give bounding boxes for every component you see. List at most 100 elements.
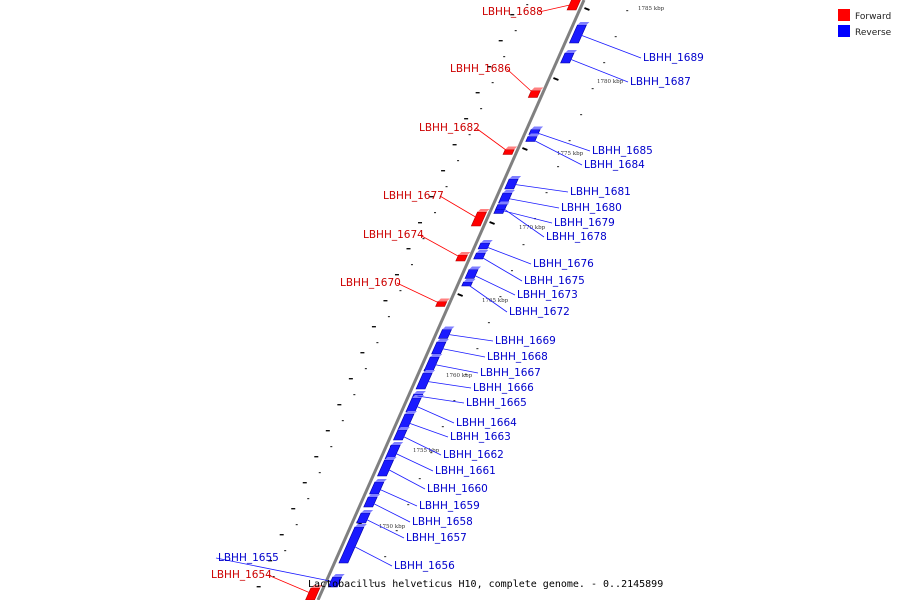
gene-leader-line [501, 206, 545, 238]
axis-dot [383, 300, 388, 302]
gene-lbhh-1675 [473, 250, 489, 260]
gene-leader-line [538, 3, 575, 13]
axis-dot [503, 56, 506, 58]
axis-dot [314, 456, 319, 458]
gene-feature-bevel [476, 250, 489, 253]
axis-dot [410, 264, 413, 266]
gene-leader-line [215, 557, 336, 583]
axis-dot [545, 192, 548, 194]
genome-axis [316, 0, 586, 600]
gene-leader-line [267, 574, 313, 595]
gene-feature-bevel [332, 574, 345, 577]
axis-dot [325, 430, 330, 432]
gene-feature [477, 242, 491, 250]
gene-leader-line [351, 544, 393, 567]
gene-lbhh-1684 [525, 133, 540, 142]
gene-feature [461, 281, 473, 287]
gene-label: LBHH_1666 [473, 382, 534, 394]
gene-feature-bevel [374, 479, 387, 482]
axis-dot [376, 342, 379, 344]
gene-feature-bevel [442, 326, 455, 330]
axis-dot [434, 212, 437, 214]
gene-leader-line [439, 195, 480, 220]
gene-leader-line [534, 131, 591, 152]
gene-feature-bevel [531, 87, 544, 91]
axis-dot [475, 92, 480, 94]
gene-feature-bevel [577, 22, 590, 25]
axis-dot [491, 82, 494, 84]
gene-feature [363, 496, 378, 508]
gene-feature [566, 0, 581, 11]
axis-dot [430, 452, 433, 454]
axis-dot [453, 400, 456, 402]
gene-label: LBHH_1660 [427, 483, 488, 495]
gene-label: LBHH_1685 [592, 145, 653, 157]
axis-dot [353, 394, 356, 396]
gene-label: LBHH_1659 [419, 500, 480, 512]
gene-leader-line [577, 33, 642, 59]
scale-tick [553, 77, 559, 81]
gene-feature [527, 90, 541, 98]
gene-leader-line [419, 234, 462, 259]
axis-dot [372, 582, 375, 584]
axis-dot [360, 352, 365, 354]
scale-tick-label: 1785 kbp [638, 6, 665, 12]
gene-feature-bevel [480, 240, 493, 243]
axis-dot [591, 88, 594, 90]
gene-lbhh-1673 [464, 266, 482, 279]
axis-dot [487, 66, 492, 68]
gene-leader-line [505, 197, 560, 209]
gene-lbhh-1670 [435, 298, 450, 307]
gene-leader-line [567, 57, 629, 83]
scale-tick [457, 293, 464, 297]
gene-feature-bevel [497, 201, 510, 205]
axis-dot [268, 560, 273, 562]
gene-feature-bevel [361, 510, 374, 513]
gene-leader-line [506, 68, 535, 95]
scale-tick [584, 7, 590, 11]
gene-lbhh-1662 [392, 427, 410, 441]
gene-leader-line [363, 517, 405, 539]
axis-dot [318, 472, 321, 474]
scale-tick-label: 1760 kbp [446, 373, 473, 379]
gene-label: LBHH_1677 [383, 190, 444, 202]
axis-dots [256, 4, 629, 588]
gene-label: LBHH_1679 [554, 217, 615, 229]
scale-tick-label: 1755 kbp [413, 448, 440, 454]
legend-reverse-label: Reverse [855, 28, 892, 38]
gene-feature-bevel [437, 298, 450, 302]
axis-dot [284, 550, 287, 552]
gene-lbhh-1660 [377, 457, 397, 477]
gene-lbhh-1676 [477, 240, 493, 250]
axis-dot [464, 374, 467, 376]
gene-leader-line [511, 183, 569, 193]
gene-lbhh-1686 [527, 87, 544, 98]
gene-label: LBHH_1656 [394, 560, 455, 572]
gene-lbhh-1657 [356, 510, 374, 524]
axis-ticks: 1785 kbp 1780 kbp 1775 kbp 1770 kbp 1765 kbp… [356, 6, 665, 530]
gene-label: LBHH_1670 [340, 277, 401, 289]
axis-dot [384, 556, 387, 558]
axis-dot [452, 144, 457, 146]
gene-feature-bevel [502, 190, 515, 193]
gene-label: LBHH_1672 [509, 306, 570, 318]
gene-label: LBHH_1675 [524, 275, 585, 287]
gene-lbhh-1672 [461, 279, 476, 287]
axis-dot [445, 186, 448, 188]
gene-label: LBHH_1662 [443, 449, 504, 461]
axis-dot [526, 4, 529, 6]
axis-dot [394, 274, 399, 276]
gene-leader-line [385, 467, 426, 490]
axis-dot [256, 586, 261, 588]
gene-leader-line [531, 138, 583, 166]
axis-dot [418, 478, 421, 480]
axis-dot [330, 446, 333, 448]
axis-dot [272, 576, 275, 578]
gene-leader-line [431, 363, 479, 374]
axis-dot [557, 166, 560, 168]
gene-labels: LBHH_1688 LBHH_1689 LBHH_1687 LBHH_1686 LBHH… [211, 3, 704, 595]
axis-dot [422, 238, 425, 240]
gene-feature-bevel [412, 395, 425, 398]
legend-reverse-swatch [838, 25, 850, 37]
